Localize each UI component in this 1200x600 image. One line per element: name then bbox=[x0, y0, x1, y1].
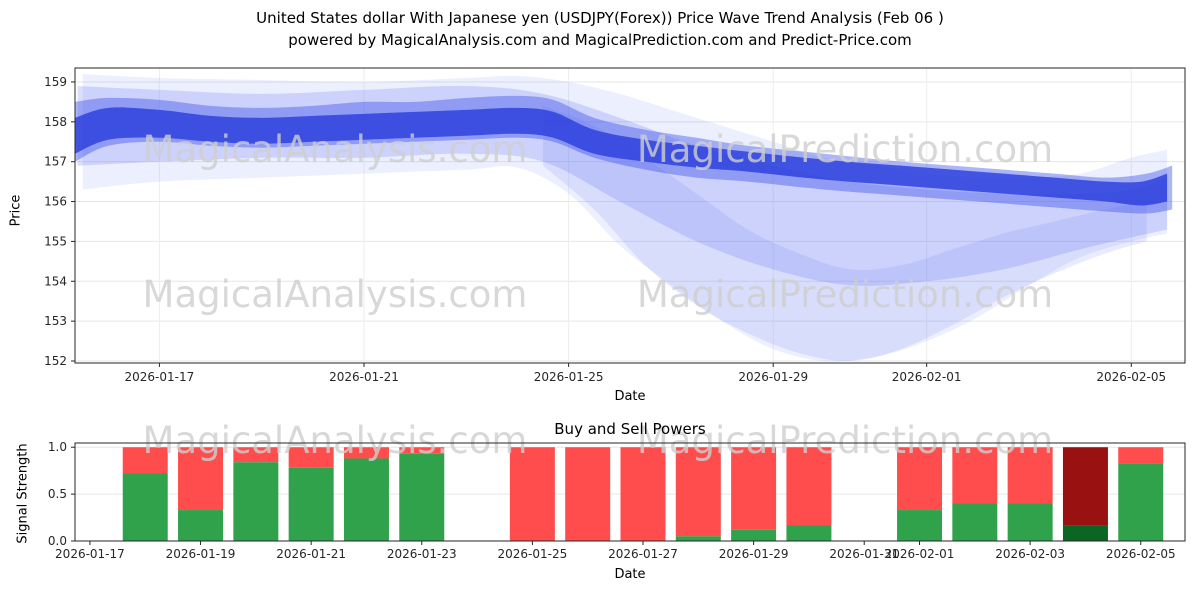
sell-bar bbox=[620, 447, 666, 541]
buy-bar bbox=[343, 458, 389, 541]
x-tick-label: 2026-01-17 bbox=[125, 370, 195, 384]
sell-bar bbox=[731, 447, 777, 530]
x-tick-label: 2026-01-21 bbox=[276, 547, 346, 561]
sell-bar bbox=[786, 447, 832, 526]
signal-plot-border bbox=[74, 442, 1186, 542]
signal-chart-title: Buy and Sell Powers bbox=[554, 420, 706, 438]
sell-bar bbox=[233, 447, 279, 463]
wave-band-dive-low bbox=[543, 105, 1147, 362]
y-tick-label: 0.0 bbox=[48, 534, 67, 548]
signal-axis-label: Signal Strength bbox=[15, 443, 31, 544]
sell-bar bbox=[952, 447, 998, 504]
y-tick-label: 155 bbox=[44, 234, 67, 248]
x-tick-label: 2026-01-31 bbox=[829, 547, 899, 561]
sell-bar bbox=[675, 447, 721, 537]
buy-bar bbox=[178, 510, 224, 541]
sell-bar bbox=[897, 447, 943, 511]
wave-band-core bbox=[75, 107, 1168, 206]
x-tick-label: 2026-01-29 bbox=[738, 370, 808, 384]
x-tick-label: 2026-02-05 bbox=[1096, 370, 1166, 384]
sell-bar bbox=[1118, 447, 1164, 464]
x-tick-label: 2026-01-25 bbox=[498, 547, 568, 561]
x-tick-label: 2026-02-01 bbox=[892, 370, 962, 384]
buy-bar bbox=[786, 525, 832, 541]
price-axis-label: Price bbox=[8, 194, 24, 227]
x-tick-label: 2026-01-19 bbox=[166, 547, 236, 561]
x-tick-label: 2026-02-05 bbox=[1106, 547, 1176, 561]
y-tick-label: 153 bbox=[44, 314, 67, 328]
sell-bar bbox=[343, 447, 389, 459]
buy-bar bbox=[399, 453, 445, 541]
x-tick-label: 2026-02-01 bbox=[885, 547, 955, 561]
sell-bar bbox=[178, 447, 224, 511]
watermark: MagicalAnalysis.com bbox=[143, 419, 528, 462]
y-tick-label: 0.5 bbox=[48, 487, 67, 501]
x-tick-label: 2026-01-29 bbox=[719, 547, 789, 561]
y-tick-label: 156 bbox=[44, 195, 67, 209]
buy-bar bbox=[897, 510, 943, 541]
x-tick-label: 2026-01-17 bbox=[55, 547, 125, 561]
sell-bar bbox=[509, 447, 555, 541]
wave-band-outer bbox=[82, 73, 1168, 362]
buy-bar bbox=[122, 473, 168, 541]
x-tick-label: 2026-01-23 bbox=[387, 547, 457, 561]
x-tick-label: 2026-01-25 bbox=[534, 370, 604, 384]
y-tick-label: 154 bbox=[44, 274, 67, 288]
watermark: MagicalAnalysis.com bbox=[143, 273, 528, 316]
y-tick-label: 1.0 bbox=[48, 440, 67, 454]
buy-bar bbox=[731, 529, 777, 541]
chart-title-line2: powered by MagicalAnalysis.com and Magic… bbox=[288, 30, 912, 49]
buy-bar bbox=[1007, 503, 1053, 541]
date-axis-label-bottom: Date bbox=[614, 567, 646, 582]
y-tick-label: 152 bbox=[44, 354, 67, 368]
chart-title-line1: United States dollar With Japanese yen (… bbox=[256, 9, 944, 27]
sell-bar bbox=[122, 447, 168, 474]
watermark: MagicalPrediction.com bbox=[637, 128, 1053, 171]
date-axis-label-top: Date bbox=[614, 389, 646, 404]
watermark: MagicalPrediction.com bbox=[637, 419, 1053, 462]
sell-bar bbox=[565, 447, 611, 541]
sell-bar bbox=[399, 447, 445, 454]
sell-bar bbox=[1062, 447, 1108, 526]
buy-bar bbox=[233, 462, 279, 541]
y-tick-label: 157 bbox=[44, 155, 67, 169]
x-tick-label: 2026-02-03 bbox=[995, 547, 1065, 561]
buy-bar bbox=[288, 467, 334, 541]
buy-bar bbox=[952, 503, 998, 541]
price-plot-border bbox=[74, 67, 1186, 364]
watermark: MagicalAnalysis.com bbox=[143, 128, 528, 171]
y-tick-label: 159 bbox=[44, 75, 67, 89]
buy-bar bbox=[675, 536, 721, 541]
sell-bar bbox=[1007, 447, 1053, 504]
chart-title: United States dollar With Japanese yen (… bbox=[0, 8, 1200, 52]
watermark: MagicalPrediction.com bbox=[637, 273, 1053, 316]
sell-bar bbox=[288, 447, 334, 468]
x-tick-label: 2026-01-27 bbox=[608, 547, 678, 561]
buy-bar bbox=[1118, 463, 1164, 541]
buy-bar bbox=[1062, 525, 1108, 541]
x-tick-label: 2026-01-21 bbox=[329, 370, 399, 384]
y-tick-label: 158 bbox=[44, 115, 67, 129]
